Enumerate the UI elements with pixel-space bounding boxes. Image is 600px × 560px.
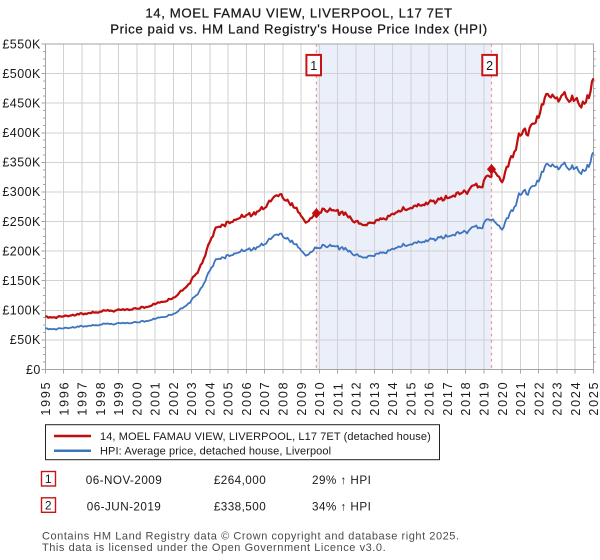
svg-text:£264,000: £264,000 [214, 474, 266, 487]
svg-text:1996: 1996 [57, 381, 71, 416]
svg-text:14, MOEL FAMAU VIEW, LIVERPOOL: 14, MOEL FAMAU VIEW, LIVERPOOL, L17 7ET [145, 5, 452, 20]
svg-text:06-JUN-2019: 06-JUN-2019 [87, 501, 161, 514]
svg-text:1: 1 [310, 59, 317, 73]
svg-text:1997: 1997 [76, 381, 90, 416]
svg-text:£100K: £100K [2, 304, 41, 318]
svg-text:£150K: £150K [2, 274, 41, 288]
svg-text:2: 2 [486, 59, 493, 73]
svg-text:2022: 2022 [532, 381, 546, 416]
svg-text:2025: 2025 [587, 381, 600, 416]
svg-text:2013: 2013 [368, 381, 382, 416]
svg-text:2011: 2011 [331, 382, 345, 416]
svg-text:£400K: £400K [2, 126, 41, 140]
svg-text:2014: 2014 [386, 381, 400, 416]
svg-text:2016: 2016 [423, 381, 437, 416]
svg-text:2004: 2004 [203, 381, 217, 416]
svg-text:HPI: Average price, detached h: HPI: Average price, detached house, Live… [100, 446, 331, 458]
svg-text:2017: 2017 [441, 381, 455, 416]
svg-text:1: 1 [45, 473, 52, 486]
svg-text:06-NOV-2009: 06-NOV-2009 [86, 474, 162, 487]
svg-text:£550K: £550K [2, 37, 41, 51]
svg-text:2015: 2015 [404, 381, 418, 416]
svg-text:1995: 1995 [39, 381, 53, 416]
svg-text:2007: 2007 [258, 381, 272, 416]
svg-text:£450K: £450K [2, 97, 41, 111]
svg-text:£500K: £500K [2, 67, 41, 81]
svg-text:2024: 2024 [569, 381, 583, 416]
svg-text:£338,500: £338,500 [214, 501, 266, 514]
svg-text:£0: £0 [26, 363, 41, 377]
svg-text:34% ↑ HPI: 34% ↑ HPI [312, 501, 371, 514]
svg-text:2012: 2012 [350, 381, 364, 416]
svg-text:Price paid vs. HM Land Registr: Price paid vs. HM Land Registry's House … [110, 22, 488, 37]
svg-text:2001: 2001 [149, 381, 163, 416]
svg-text:This data is licensed under th: This data is licensed under the Open Gov… [42, 542, 386, 554]
svg-text:2019: 2019 [478, 381, 492, 416]
svg-text:Contains HM Land Registry data: Contains HM Land Registry data © Crown c… [42, 531, 460, 543]
svg-text:£200K: £200K [2, 244, 41, 258]
svg-text:29% ↑ HPI: 29% ↑ HPI [312, 474, 371, 487]
svg-text:2: 2 [45, 500, 52, 513]
svg-text:2005: 2005 [222, 381, 236, 416]
svg-text:2021: 2021 [514, 381, 528, 416]
svg-text:14, MOEL FAMAU VIEW, LIVERPOOL: 14, MOEL FAMAU VIEW, LIVERPOOL, L17 7ET … [100, 431, 431, 443]
svg-text:2006: 2006 [240, 381, 254, 416]
svg-text:2018: 2018 [459, 381, 473, 416]
svg-text:2000: 2000 [130, 381, 144, 416]
svg-text:2002: 2002 [167, 381, 181, 416]
svg-text:1999: 1999 [112, 381, 126, 416]
svg-text:2009: 2009 [295, 381, 309, 416]
svg-text:2023: 2023 [551, 381, 565, 416]
svg-text:2020: 2020 [496, 381, 510, 416]
svg-text:£300K: £300K [2, 185, 41, 199]
svg-text:1998: 1998 [94, 381, 108, 416]
svg-text:2010: 2010 [313, 381, 327, 416]
svg-text:2003: 2003 [185, 381, 199, 416]
svg-text:£250K: £250K [2, 215, 41, 229]
svg-text:£350K: £350K [2, 156, 41, 170]
svg-text:£50K: £50K [10, 333, 41, 347]
svg-text:2008: 2008 [277, 381, 291, 416]
